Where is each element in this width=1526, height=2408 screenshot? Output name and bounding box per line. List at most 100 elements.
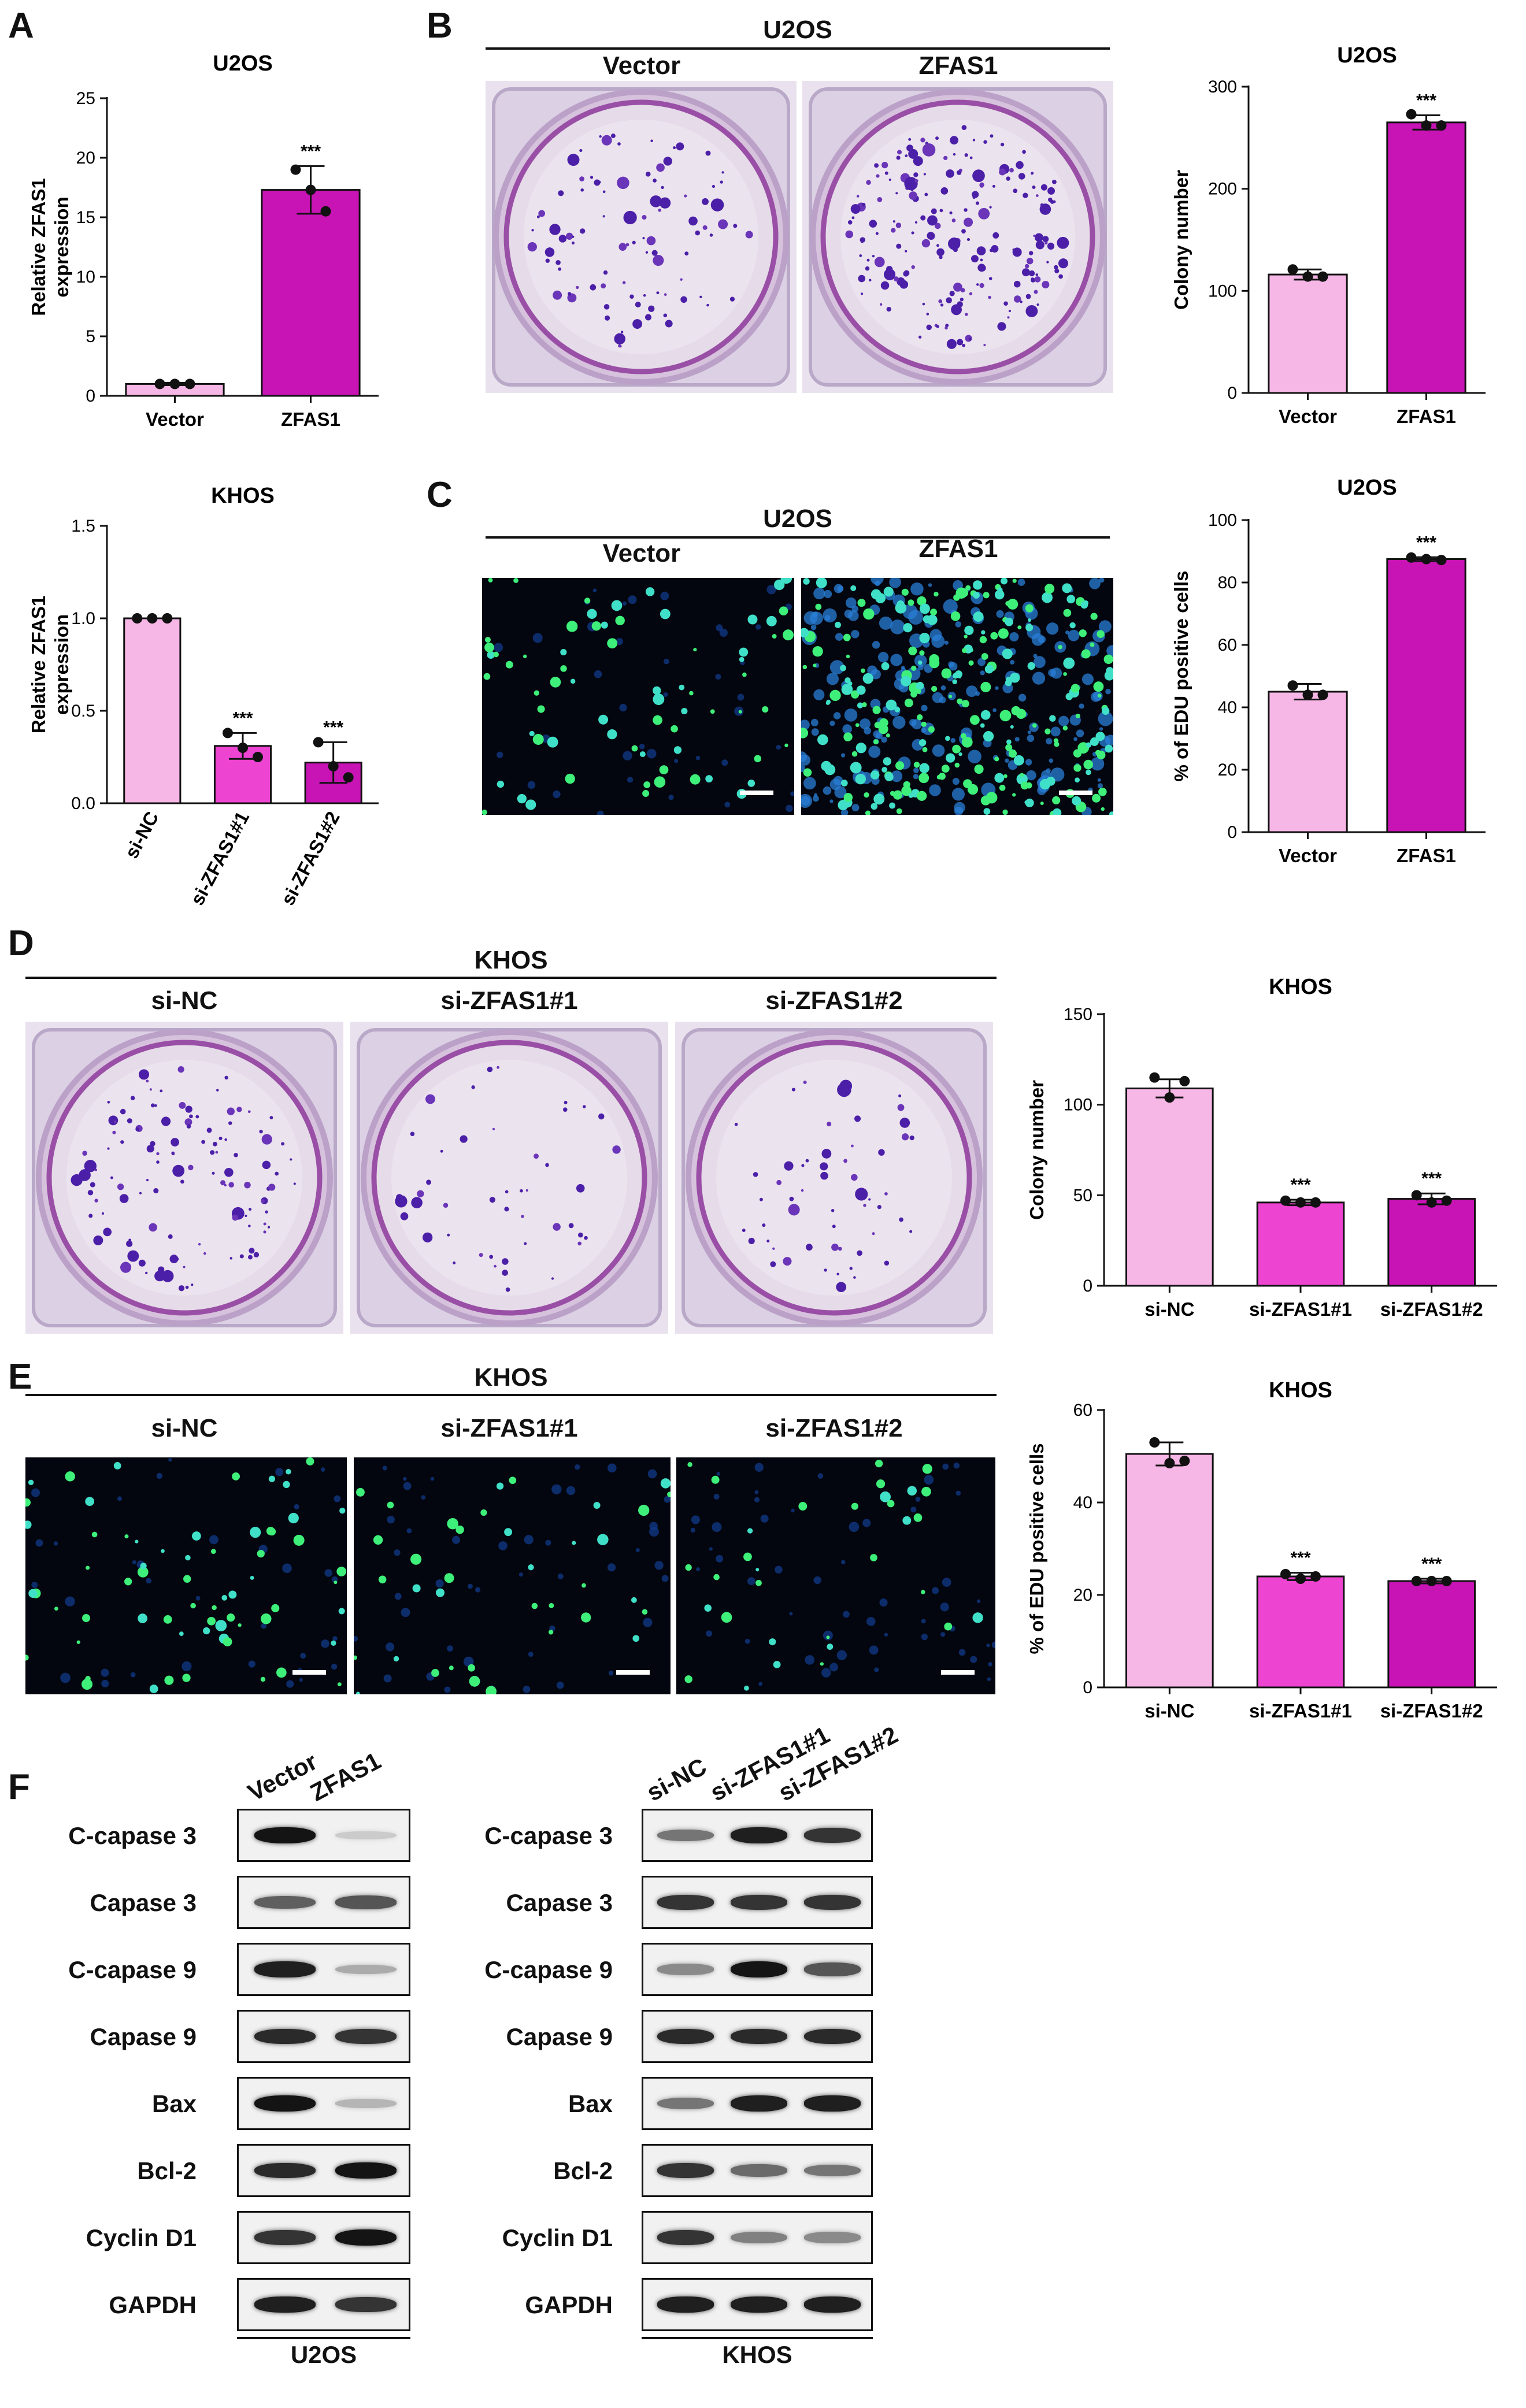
edu-positive-cell (896, 808, 902, 814)
nucleus (1068, 629, 1080, 641)
colony (602, 215, 605, 218)
colony (130, 1096, 135, 1100)
nucleus (709, 1547, 713, 1551)
edu-positive-cell (412, 1584, 421, 1593)
colony (821, 1149, 832, 1159)
colony (884, 1192, 888, 1196)
edu-positive-cell (393, 1656, 399, 1662)
blot-strip (237, 2278, 410, 2331)
nucleus (248, 1660, 255, 1668)
edu-positive-cell (523, 654, 527, 659)
edu-positive-cell (643, 781, 651, 788)
blot-protein-label: GAPDH (525, 2291, 613, 2318)
edu-positive-cell (784, 743, 788, 748)
edu-positive-cell (747, 1528, 753, 1534)
edu-positive-cell (261, 1613, 272, 1624)
colony (1018, 173, 1025, 180)
blot-band (731, 1961, 787, 1977)
edu-positive-cell (857, 702, 864, 708)
nucleus (868, 745, 881, 758)
blot-band (657, 1829, 714, 1842)
colony (567, 154, 580, 166)
y-axis-label-line: expression (51, 196, 72, 297)
nucleus (958, 1649, 966, 1656)
panel-d-group-si2: si-ZFAS1#2 (765, 986, 903, 1015)
nucleus (324, 1569, 332, 1577)
edu-positive-cell (1005, 744, 1013, 751)
edu-positive-cell (645, 587, 655, 596)
edu-positive-cell (1008, 749, 1017, 758)
colony (663, 313, 668, 318)
colony (504, 1207, 509, 1212)
colony (827, 1122, 832, 1127)
colony (972, 169, 985, 183)
edu-positive-cell (1063, 657, 1075, 669)
edu-positive-cell (747, 614, 758, 625)
edu-positive-cell (1017, 625, 1022, 630)
edu-positive-cell (337, 1682, 342, 1687)
y-tick-label: 0.0 (71, 794, 95, 813)
edu-positive-cell (667, 1491, 671, 1497)
colony (910, 153, 914, 156)
edu-positive-cell (952, 673, 959, 679)
blot-band (657, 2163, 714, 2178)
y-tick-label: 100 (1064, 1096, 1092, 1115)
nucleus (622, 601, 627, 606)
nucleus (823, 786, 832, 795)
colony (791, 1088, 796, 1092)
blot-protein-label: Bax (568, 2090, 613, 2117)
edu-positive-cell (532, 734, 544, 745)
nucleus (932, 1587, 939, 1594)
colony (861, 203, 866, 207)
nucleus (789, 1612, 793, 1616)
blot-band (657, 1964, 714, 1975)
blot-protein-label: Capase 3 (506, 1889, 613, 1916)
data-point (1149, 1437, 1160, 1448)
nucleus (970, 1656, 977, 1663)
data-point (1164, 1092, 1175, 1103)
edu-positive-cell (238, 1623, 242, 1627)
nucleus (275, 1468, 284, 1476)
edu-positive-cell (855, 723, 860, 728)
colony (623, 210, 637, 225)
edu-positive-cell (1020, 781, 1029, 790)
edu-positive-cell (922, 747, 928, 752)
edu-positive-cell (164, 1675, 174, 1685)
edu-positive-cell (593, 1502, 601, 1509)
edu-positive-cell (908, 599, 914, 606)
nucleus (1098, 711, 1113, 726)
nucleus (628, 595, 637, 604)
edu-positive-cell (960, 733, 966, 739)
nucleus (1079, 703, 1084, 709)
colony (103, 1227, 112, 1237)
data-point (223, 728, 233, 739)
colony (234, 1153, 238, 1157)
nucleus (716, 1554, 724, 1563)
colony (1045, 241, 1048, 244)
colony (940, 303, 944, 307)
edu-positive-cell (1002, 809, 1008, 815)
panel-e-group-si2: si-ZFAS1#2 (765, 1414, 903, 1442)
colony (150, 1103, 155, 1108)
colony (1058, 258, 1069, 269)
nucleus (447, 1645, 453, 1652)
colony (1040, 184, 1047, 191)
edu-positive-cell (1013, 755, 1024, 766)
edu-positive-cell (817, 734, 828, 745)
colony (663, 157, 672, 166)
colony (261, 1134, 272, 1145)
nucleus (929, 784, 941, 796)
edu-positive-cell (163, 1615, 172, 1624)
edu-positive-cell (607, 638, 618, 649)
blot-band (803, 2095, 861, 2112)
edu-positive-cell (946, 753, 955, 763)
data-point (147, 613, 158, 624)
nucleus (332, 1636, 338, 1641)
edu-positive-cell (76, 1640, 80, 1644)
colony (665, 320, 673, 328)
colony (976, 246, 986, 255)
edu-positive-cell (1066, 595, 1076, 604)
data-point (320, 206, 331, 217)
colony (939, 209, 943, 213)
bar (261, 189, 361, 397)
